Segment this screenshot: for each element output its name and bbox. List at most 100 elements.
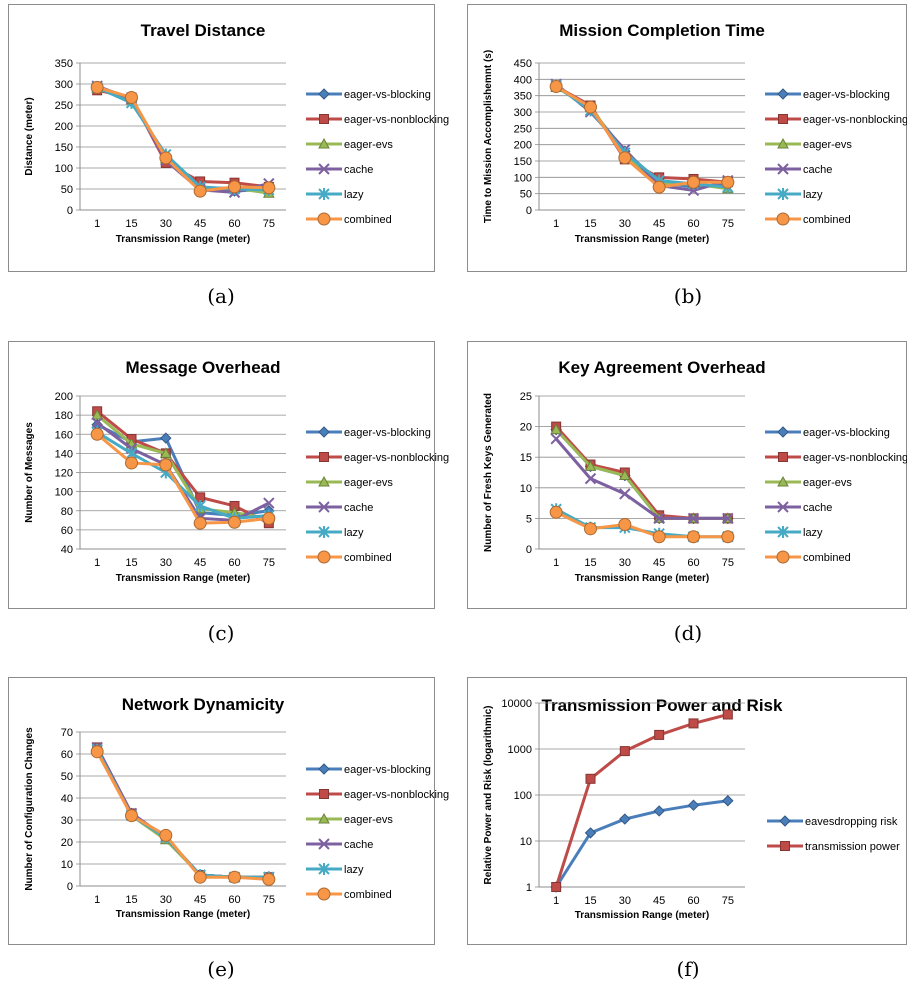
legend-label: combined <box>803 552 851 564</box>
y-tick-label: 0 <box>526 205 532 217</box>
data-point <box>653 512 665 525</box>
data-point <box>618 469 631 481</box>
legend-label: eager-evs <box>344 814 393 826</box>
x-tick-label: 30 <box>160 894 172 906</box>
x-tick-label: 15 <box>584 895 596 907</box>
legend-label: eager-vs-nonblocking <box>803 114 907 126</box>
y-tick-label: 200 <box>514 140 532 152</box>
legend-item: eager-evs <box>306 812 393 826</box>
chart-frame <box>8 677 435 945</box>
legend-marker <box>318 137 330 149</box>
y-tick-label: 200 <box>55 391 73 403</box>
series-combined <box>549 505 735 544</box>
y-tick-label: 300 <box>55 79 73 91</box>
y-tick-label: 20 <box>520 422 532 434</box>
x-tick-label: 45 <box>194 218 206 230</box>
y-tick-label: 0 <box>67 205 73 217</box>
legend-item: lazy <box>765 188 823 201</box>
series-combined <box>549 80 735 194</box>
chart-title: Transmission Power and Risk <box>542 696 783 715</box>
x-tick-label: 1 <box>94 218 100 230</box>
legend-item: combined <box>765 550 851 564</box>
series-line <box>95 413 271 520</box>
legend-label: eager-vs-nonblocking <box>344 114 449 126</box>
x-tick-label: 45 <box>653 218 665 230</box>
data-point <box>125 90 138 104</box>
legend-label: cache <box>344 502 373 514</box>
data-point <box>193 184 207 198</box>
legend-item: combined <box>306 887 392 901</box>
legend-marker <box>778 452 788 462</box>
legend-label: lazy <box>803 189 823 201</box>
y-tick-label: 80 <box>61 506 73 518</box>
data-point <box>584 522 597 536</box>
legend-item: eager-evs <box>765 137 852 151</box>
y-tick-label: 50 <box>61 771 73 783</box>
legend-item: eager-vs-nonblocking <box>765 114 907 126</box>
series-line <box>554 712 730 889</box>
legend-item: lazy <box>765 526 823 539</box>
chart-svg: Key Agreement Overhead 0 5 10 15 20 25 1 15 30 45 6… <box>467 341 907 609</box>
data-point <box>619 746 630 757</box>
x-tick-label: 75 <box>722 895 734 907</box>
legend-item: eavesdropping risk <box>767 815 898 828</box>
legend-item: eager-evs <box>306 475 393 489</box>
legend-marker <box>778 114 788 124</box>
data-point <box>619 813 631 825</box>
data-point <box>722 709 733 720</box>
legend-item: combined <box>765 212 851 226</box>
x-tick-label: 60 <box>687 895 699 907</box>
x-axis-label: Transmission Range (meter) <box>116 573 250 584</box>
y-tick-label: 10 <box>520 836 532 848</box>
data-point <box>687 512 700 525</box>
y-tick-label: 50 <box>61 184 73 196</box>
legend-label: cache <box>344 839 373 851</box>
legend-marker <box>318 88 330 100</box>
data-point <box>125 809 138 823</box>
series-combined <box>90 80 276 198</box>
series-line <box>554 437 730 520</box>
chart-title: Mission Completion Time <box>559 21 765 40</box>
legend-marker <box>777 475 789 487</box>
data-point <box>687 175 700 189</box>
data-point <box>160 432 172 444</box>
chart-panel-b: Mission Completion Time 0 50 100 150 200 250 30… <box>467 4 907 272</box>
chart-panel-a: Travel Distance 0 50 100 150 200 250 300 350 1 15 3… <box>8 4 449 272</box>
data-point <box>585 773 596 784</box>
x-axis-label: Transmission Range (meter) <box>575 573 709 584</box>
data-point <box>90 80 104 94</box>
y-tick-label: 10 <box>520 483 532 495</box>
legend-marker <box>319 452 329 462</box>
legend-label: eager-evs <box>344 139 393 151</box>
legend-label: eager-evs <box>803 477 852 489</box>
series-combined <box>90 745 276 886</box>
legend-item: lazy <box>306 863 364 876</box>
legend-marker <box>319 789 329 799</box>
legend-item: cache <box>306 838 373 851</box>
legend-marker <box>777 137 789 149</box>
y-tick-label: 1 <box>526 882 532 894</box>
legend-item: eager-vs-nonblocking <box>306 452 449 464</box>
data-point <box>262 872 276 886</box>
y-tick-label: 50 <box>520 189 532 201</box>
y-tick-label: 1000 <box>508 744 532 756</box>
x-axis-label: Transmission Range (meter) <box>116 234 250 245</box>
legend-label: combined <box>344 214 392 226</box>
x-axis-label: Transmission Range (meter) <box>116 909 250 920</box>
data-point <box>584 827 597 839</box>
data-point <box>228 515 241 529</box>
legend-label: eager-vs-blocking <box>344 427 431 439</box>
y-axis-label: Number of Messages <box>24 422 35 523</box>
x-tick-label: 45 <box>194 557 206 569</box>
y-tick-label: 0 <box>67 881 73 893</box>
y-tick-label: 30 <box>61 815 73 827</box>
x-tick-label: 15 <box>584 557 596 569</box>
series-combined <box>90 427 276 530</box>
x-tick-label: 45 <box>653 895 665 907</box>
data-point <box>584 100 597 114</box>
legend-marker <box>777 526 789 538</box>
legend-marker <box>318 812 330 824</box>
x-tick-label: 15 <box>125 894 137 906</box>
legend-item: eager-vs-blocking <box>306 426 431 439</box>
data-point <box>90 745 104 759</box>
